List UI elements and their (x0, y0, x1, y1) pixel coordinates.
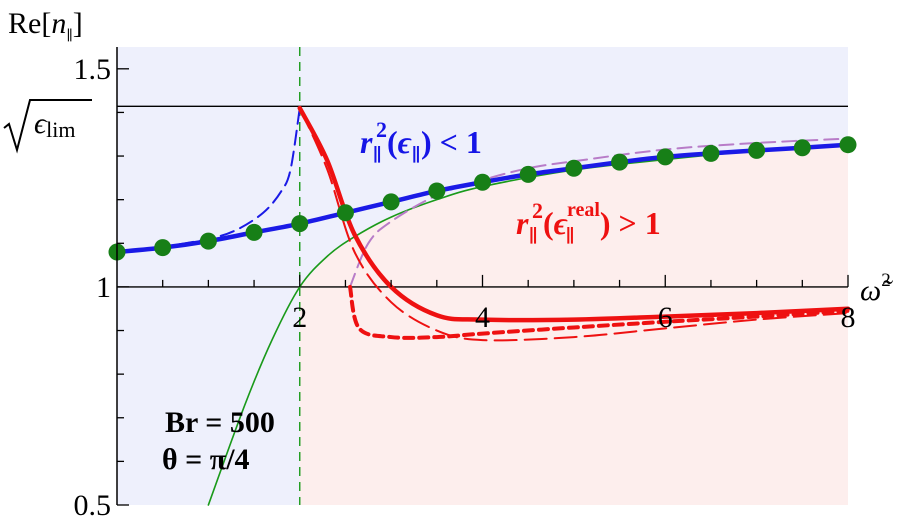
data-marker-point (291, 215, 309, 233)
data-marker-point (474, 173, 491, 191)
series-red-short-dashed (348, 284, 850, 340)
data-marker-point (336, 204, 354, 222)
curves-group (108, 105, 857, 506)
data-marker-point (428, 182, 446, 200)
data-marker-point (565, 159, 583, 177)
data-marker-point (656, 148, 674, 166)
y-tick-label: 1 (96, 271, 111, 304)
y-tick-label: 1.5 (74, 53, 112, 86)
radical-sign-icon (3, 99, 92, 154)
data-marker-point (702, 144, 720, 162)
data-marker-point (839, 136, 857, 154)
x-tick-label: 8 (841, 301, 856, 334)
y-axis-label: Re[n∥] (8, 7, 83, 44)
x-tick-label: 6 (658, 301, 673, 334)
annotation-above-threshold: r∥2(ϵ∥real) > 1 (516, 198, 661, 246)
x-axis-label: ω̃2 (860, 270, 893, 307)
svg-text:ϵlim: ϵlim (34, 107, 75, 142)
annotation-below-threshold: r∥2(ϵ∥) < 1 (360, 117, 482, 165)
y-axis-ticks: 0.5 1 1.5 (74, 53, 129, 522)
data-marker-point (519, 165, 537, 183)
data-marker-point (245, 223, 263, 241)
series-green-thin (207, 143, 849, 506)
data-marker-point (154, 239, 172, 257)
data-marker-point (748, 141, 766, 159)
parameter-theta: θ = π/4 (162, 443, 250, 476)
y-tick-label: 0.5 (74, 489, 112, 522)
data-marker-point (382, 193, 400, 211)
data-marker-point (199, 232, 217, 250)
data-marker-point (611, 153, 629, 171)
x-axis-ticks: 2 4 6 8 (162, 274, 856, 334)
x-tick-label: 4 (475, 301, 490, 334)
sqrt-epsilon-lim-label: ϵlim (3, 99, 92, 154)
parameter-br: Br = 500 (165, 406, 275, 439)
data-marker-point (793, 139, 811, 157)
x-tick-label: 2 (292, 301, 307, 334)
region-above-threshold (299, 144, 848, 505)
